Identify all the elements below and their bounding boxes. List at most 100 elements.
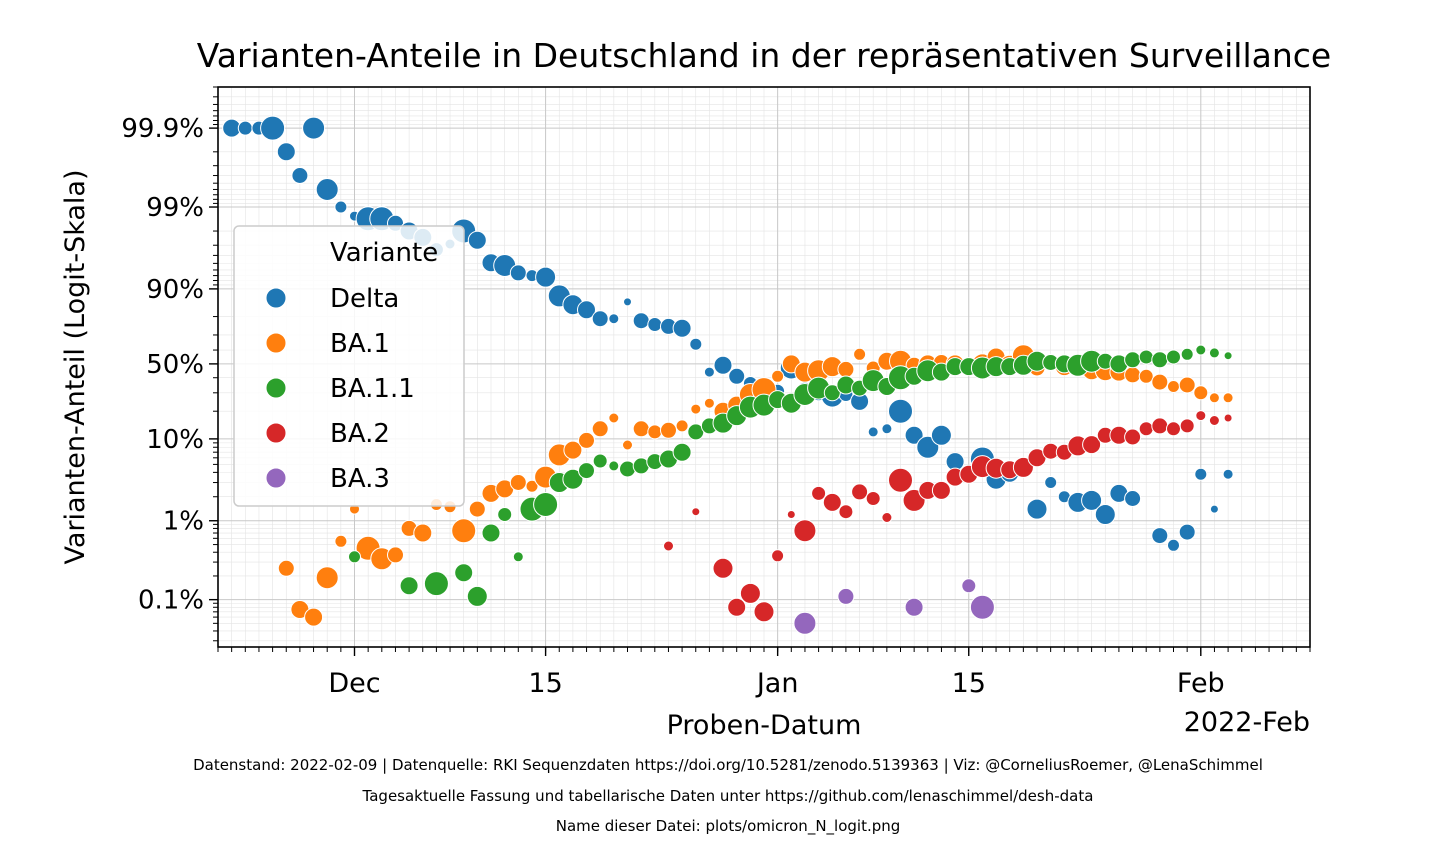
- legend: Variante Delta BA.1 BA.1.1 BA.2 BA.3: [233, 225, 465, 507]
- point-ba-1: [703, 397, 715, 409]
- x-tick-label: Feb: [1177, 668, 1225, 699]
- point-ba-1-1: [512, 551, 524, 563]
- point-ba-2: [1208, 415, 1220, 426]
- point-ba-1: [837, 360, 855, 378]
- point-ba-2: [851, 483, 869, 501]
- point-ba-1: [277, 559, 295, 577]
- point-ba-1-1: [1195, 344, 1207, 356]
- point-ba-2: [771, 549, 785, 563]
- x-tick-label: 15: [952, 668, 986, 699]
- point-delta: [608, 313, 620, 325]
- legend-label: BA.1.1: [330, 374, 415, 404]
- point-delta: [302, 116, 326, 140]
- point-ba-1: [591, 420, 609, 438]
- point-ba-1-1: [608, 460, 620, 472]
- point-ba-1-1: [1151, 351, 1169, 369]
- y-tick-label: 50%: [146, 350, 204, 380]
- point-ba-2: [1124, 428, 1142, 446]
- point-delta: [647, 317, 663, 332]
- legend-marker: [265, 332, 287, 354]
- point-ba-1: [1208, 392, 1220, 404]
- point-delta: [1209, 504, 1219, 514]
- point-delta: [291, 167, 309, 184]
- point-delta: [1194, 467, 1208, 481]
- point-ba-1-1: [1124, 351, 1142, 369]
- point-ba-1: [304, 607, 324, 627]
- point-delta: [904, 425, 924, 445]
- x-axis-label: Proben-Datum: [667, 710, 862, 741]
- point-delta: [867, 426, 879, 438]
- point-ba-1-1: [1166, 349, 1181, 365]
- point-ba-1: [675, 419, 689, 433]
- legend-marker: [265, 377, 287, 399]
- point-ba-2: [1082, 435, 1102, 455]
- legend-label: BA.2: [330, 419, 390, 449]
- point-ba-1: [525, 479, 539, 493]
- point-ba-1: [334, 534, 348, 548]
- point-ba-1: [451, 518, 477, 544]
- point-delta: [509, 264, 527, 282]
- point-delta: [315, 178, 339, 201]
- y-tick-label: 99.9%: [121, 114, 204, 144]
- point-ba-1: [413, 523, 433, 543]
- point-delta: [703, 366, 715, 378]
- point-delta: [334, 200, 348, 214]
- point-ba-1: [1193, 385, 1209, 401]
- point-ba-1: [660, 421, 677, 439]
- point-delta: [1124, 490, 1142, 507]
- point-delta: [1026, 498, 1048, 520]
- point-ba-1: [1151, 373, 1169, 391]
- point-ba-1: [387, 546, 404, 564]
- point-delta: [577, 300, 596, 320]
- point-ba-1-1: [1223, 351, 1233, 361]
- point-ba-1: [632, 420, 650, 438]
- point-delta: [467, 230, 487, 250]
- point-delta: [276, 142, 296, 162]
- point-ba-1-1: [497, 507, 513, 522]
- point-ba-1: [1138, 368, 1154, 384]
- legend-marker: [265, 422, 287, 444]
- point-delta: [1178, 523, 1196, 541]
- point-ba-2: [1151, 417, 1169, 435]
- y-tick-label: 1%: [163, 507, 204, 537]
- point-ba-1-1: [578, 462, 595, 480]
- x-offset-label: 2022-Feb: [1184, 707, 1310, 738]
- point-ba-3: [793, 611, 817, 635]
- point-ba-2: [1012, 456, 1034, 478]
- footer-link: Tagesaktuelle Fassung und tabellarische …: [362, 787, 1094, 805]
- point-ba-2: [1195, 410, 1207, 422]
- point-ba-1-1: [562, 468, 584, 490]
- x-tick-label: Dec: [328, 668, 380, 699]
- point-ba-2: [822, 492, 842, 512]
- point-delta: [728, 367, 746, 385]
- point-ba-2: [811, 485, 827, 501]
- point-ba-2: [1179, 418, 1195, 434]
- point-ba-1-1: [466, 585, 488, 607]
- x-axis: Dec 15 Jan 15 Feb: [217, 647, 1311, 699]
- point-ba-1: [578, 431, 595, 449]
- point-ba-1-1: [454, 563, 474, 583]
- point-ba-2: [663, 540, 674, 552]
- y-tick-label: 99%: [146, 193, 204, 223]
- point-delta: [713, 355, 733, 375]
- point-delta: [689, 337, 703, 351]
- point-delta: [632, 312, 650, 330]
- point-ba-2: [727, 597, 747, 617]
- legend-label: BA.1: [330, 329, 390, 359]
- point-ba-2: [739, 582, 761, 604]
- point-ba-3: [969, 594, 995, 620]
- point-ba-1-1: [481, 523, 501, 543]
- point-ba-2: [1166, 421, 1181, 437]
- point-delta: [672, 318, 692, 338]
- point-ba-1-1: [533, 492, 559, 517]
- point-ba-1: [315, 566, 339, 590]
- point-ba-1: [563, 440, 583, 460]
- point-ba-3: [837, 587, 855, 605]
- footer-source: Datenstand: 2022-02-09 | Datenquelle: RK…: [193, 756, 1263, 774]
- point-delta: [237, 120, 253, 136]
- point-ba-1-1: [592, 453, 608, 469]
- point-ba-1-1: [823, 384, 841, 402]
- point-ba-1: [1167, 380, 1180, 393]
- point-ba-1: [622, 439, 633, 451]
